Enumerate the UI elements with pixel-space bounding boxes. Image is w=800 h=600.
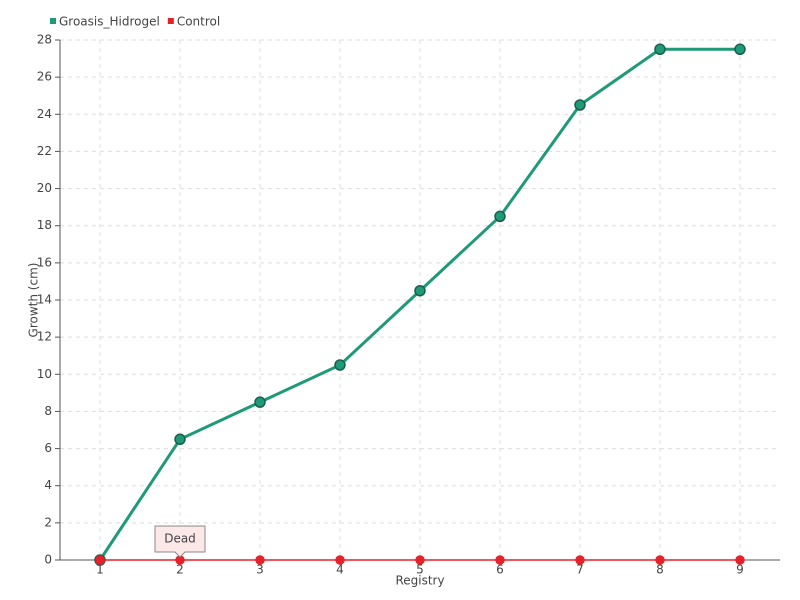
y-tick-label: 4 [44, 478, 52, 492]
annotation: Dead [164, 532, 196, 546]
y-tick-label: 6 [44, 441, 52, 455]
data-point [735, 555, 745, 565]
y-tick-label: 26 [37, 70, 52, 84]
data-point [254, 396, 266, 408]
x-tick-label: 1 [96, 563, 104, 577]
data-point [174, 433, 186, 446]
y-axis-label: Growth (cm) [27, 263, 41, 338]
data-point [334, 359, 346, 371]
x-tick-label: 8 [656, 563, 664, 577]
data-point [654, 43, 666, 56]
data-point [414, 284, 426, 297]
x-tick-label: 7 [576, 563, 584, 577]
data-point [95, 555, 105, 565]
y-tick-label: 0 [44, 553, 52, 567]
legend-swatch [167, 18, 174, 24]
y-tick-label: 2 [44, 515, 52, 529]
data-point [495, 555, 505, 565]
data-point [655, 555, 665, 565]
x-tick-label: 2 [176, 563, 184, 577]
x-axis-label: Registry [395, 574, 444, 588]
x-tick-label: 9 [736, 563, 744, 577]
data-point [494, 210, 506, 223]
x-tick-label: 3 [256, 563, 264, 577]
data-point [575, 555, 585, 565]
y-tick-label: 16 [37, 255, 52, 269]
y-tick-label: 10 [37, 367, 52, 381]
y-tick-label: 20 [37, 181, 52, 195]
legend-label: Groasis_Hidrogel [59, 15, 160, 29]
data-point [335, 555, 345, 565]
x-tick-label: 4 [336, 563, 344, 577]
y-tick-label: 8 [44, 404, 52, 418]
legend-label: Control [177, 15, 220, 29]
y-tick-label: 18 [37, 218, 52, 232]
legend-swatch [50, 18, 56, 24]
data-point [255, 555, 265, 565]
y-tick-label: 24 [37, 107, 52, 121]
annotation-box [154, 525, 206, 558]
data-point [415, 555, 425, 565]
x-tick-label: 6 [496, 563, 504, 577]
data-point [574, 99, 586, 111]
x-tick-label: 5 [416, 563, 424, 577]
data-point [734, 43, 746, 56]
y-tick-label: 14 [37, 293, 52, 307]
y-tick-label: 22 [37, 144, 52, 158]
y-tick-label: 28 [37, 33, 52, 47]
y-tick-label: 12 [37, 330, 52, 344]
